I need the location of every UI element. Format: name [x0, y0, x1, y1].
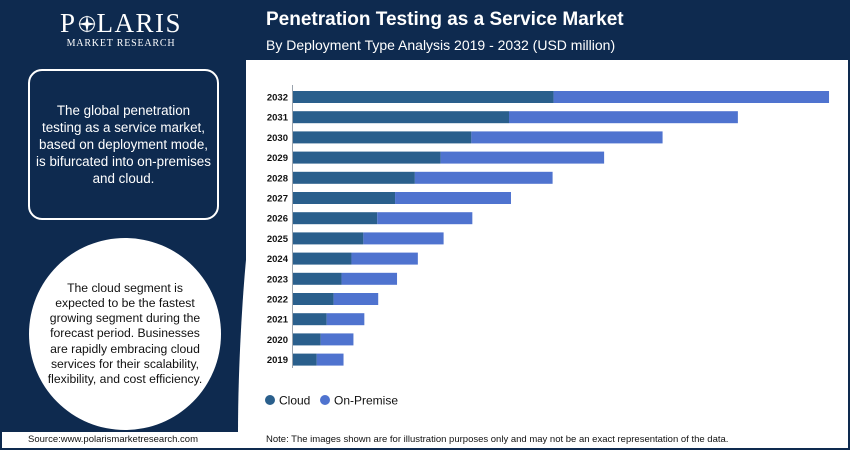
- year-tick-label: 2031: [267, 113, 289, 124]
- bar-on-premise: [553, 91, 830, 103]
- bar-cloud: [293, 353, 317, 366]
- year-tick-label: 2022: [267, 295, 288, 306]
- logo-word-end: LARIS: [96, 8, 183, 38]
- polaris-logo: P LARIS MARKET RESEARCH: [36, 8, 206, 50]
- logo-tagline: MARKET RESEARCH: [66, 38, 176, 49]
- legend-cloud-marker: [265, 395, 275, 405]
- bar-cloud: [293, 293, 334, 305]
- bar-on-premise: [509, 111, 738, 124]
- bar-cloud: [293, 192, 396, 204]
- logo-wordmark: P LARIS: [36, 8, 206, 38]
- bar-cloud: [293, 151, 441, 164]
- bar-cloud: [293, 272, 342, 285]
- bar-cloud: [293, 333, 321, 346]
- stacked-bar-chart: 2032 2031 2030 2029 2028 2027 2026 2025 2024 2023…: [265, 85, 830, 408]
- left-panel-curve: [238, 260, 246, 432]
- bar-on-premise: [440, 151, 605, 164]
- bar-on-premise: [320, 333, 354, 346]
- year-tick-label: 2030: [267, 133, 288, 144]
- bar-on-premise: [333, 293, 379, 305]
- bar-cloud: [293, 111, 509, 124]
- bar-cloud: [293, 232, 364, 245]
- year-tick-label: 2023: [267, 274, 288, 285]
- year-tick-label: 2027: [267, 194, 288, 205]
- cloud-highlight-circle: The cloud segment is expected to be the …: [29, 238, 221, 430]
- bar-on-premise: [351, 252, 418, 265]
- year-tick-label: 2024: [267, 254, 289, 265]
- bar-on-premise: [395, 192, 511, 204]
- footer: Source:www.polarismarketresearch.com Not…: [2, 432, 848, 448]
- market-summary-box: The global penetration testing as a serv…: [28, 69, 219, 220]
- year-tick-label: 2020: [267, 335, 288, 346]
- bar-on-premise: [471, 131, 663, 144]
- chart-subtitle: By Deployment Type Analysis 2019 - 2032 …: [266, 37, 616, 53]
- year-tick-label: 2028: [267, 173, 288, 184]
- year-tick-label: 2029: [267, 153, 288, 164]
- compass-star-icon: [77, 15, 96, 33]
- bar-cloud: [293, 313, 327, 326]
- year-tick-label: 2032: [267, 93, 288, 104]
- bar-cloud: [293, 91, 554, 103]
- cloud-highlight-text: The cloud segment is expected to be the …: [47, 280, 203, 386]
- bar-on-premise: [414, 171, 553, 184]
- chart-title: Penetration Testing as a Service Market: [266, 9, 624, 30]
- bar-cloud: [293, 212, 378, 225]
- year-tick-label: 2021: [267, 315, 289, 326]
- bar-cloud: [293, 252, 352, 265]
- year-tick-label: 2019: [267, 355, 288, 366]
- title-bar: [246, 2, 848, 60]
- bar-on-premise: [341, 272, 398, 285]
- bar-cloud: [293, 131, 472, 144]
- bar-on-premise: [377, 212, 473, 225]
- bar-on-premise: [316, 353, 344, 366]
- bar-on-premise: [363, 232, 444, 245]
- bar-on-premise: [326, 313, 365, 326]
- year-tick-label: 2025: [267, 234, 289, 245]
- bar-cloud: [293, 171, 415, 184]
- legend-cloud-label: Cloud: [279, 394, 310, 408]
- legend-on-premise-marker: [320, 395, 330, 405]
- market-summary-text: The global penetration testing as a serv…: [36, 103, 211, 186]
- year-tick-label: 2026: [267, 214, 288, 225]
- disclaimer-note: Note: The images shown are for illustrat…: [266, 434, 729, 445]
- source-text: Source:www.polarismarketresearch.com: [28, 434, 199, 445]
- legend-on-premise-label: On-Premise: [334, 394, 398, 408]
- logo-word-start: P: [59, 8, 77, 38]
